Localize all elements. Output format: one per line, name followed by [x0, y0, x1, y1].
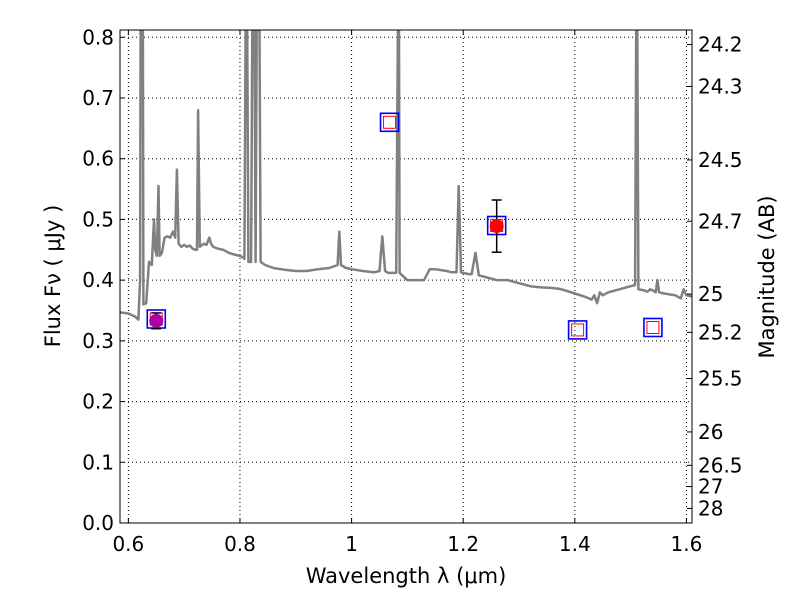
model-layer	[146, 112, 663, 340]
x-tick-label: 0.8	[224, 532, 256, 556]
y-tick-label: 0.0	[82, 511, 114, 535]
magnitude-tick-label: 27	[698, 475, 723, 499]
magnitude-tick-label: 25.2	[698, 320, 743, 344]
model-point-outer	[379, 112, 400, 133]
y-ticks: 0.0 0.1 0.2 0.3 0.4 0.5 0.6 0.7 0.8	[82, 25, 125, 535]
obs-layer	[149, 199, 504, 330]
plot-frame	[119, 29, 693, 524]
x-tick-label: 1.2	[447, 532, 479, 556]
x-axis-label: Wavelength λ (μm)	[306, 564, 507, 588]
y-tick-label: 0.7	[82, 86, 114, 110]
y-tick-label: 0.4	[82, 268, 114, 292]
magnitude-tick-label: 24.3	[698, 74, 743, 98]
spectrum-layer	[120, 30, 692, 321]
observed-point	[149, 313, 164, 328]
model-point-inner	[383, 115, 397, 129]
magnitude-tick-label: 25.5	[698, 367, 743, 391]
model-point-outer	[643, 317, 663, 338]
observed-point	[489, 219, 504, 234]
model-point-outer	[567, 320, 588, 340]
model-point-inner	[571, 323, 585, 337]
magnitude-tick-label: 26	[698, 420, 723, 444]
y-tick-label: 0.1	[82, 450, 114, 474]
y-tick-label: 0.6	[82, 147, 114, 171]
x-tick-label: 1.6	[671, 532, 703, 556]
spectrum-line	[120, 30, 692, 321]
magnitude-tick-label: 25	[698, 282, 723, 306]
x-tick-label: 1	[345, 532, 358, 556]
x-ticks: 0.6 0.8 1 1.2 1.4 1.6	[112, 30, 702, 556]
right-axis-label: Magnitude (AB)	[755, 195, 779, 358]
y-tick-label: 0.3	[82, 329, 114, 353]
y-tick-label: 0.2	[82, 390, 114, 414]
x-tick-label: 0.6	[112, 532, 144, 556]
magnitude-tick-label: 24.2	[698, 33, 743, 57]
x-tick-label: 1.4	[559, 532, 591, 556]
grid	[120, 30, 692, 524]
magnitude-tick-label: 28	[698, 496, 723, 520]
y-tick-label: 0.5	[82, 207, 114, 231]
y-tick-label: 0.8	[82, 25, 114, 49]
y-axis-label: Flux Fν ( μJy )	[41, 205, 65, 348]
magnitude-tick-label: 26.5	[698, 453, 743, 477]
magnitude-tick-label: 24.5	[698, 148, 743, 172]
model-point-inner	[646, 321, 660, 334]
magnitude-tick-label: 24.7	[698, 209, 743, 233]
